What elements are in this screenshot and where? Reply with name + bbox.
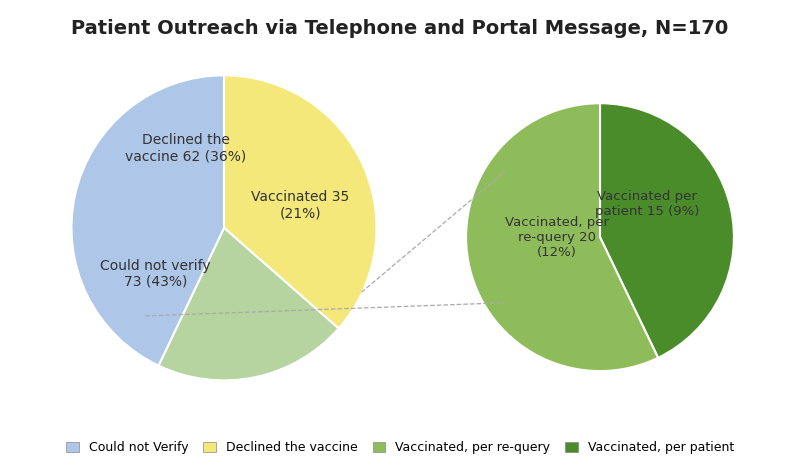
Text: Could not verify
73 (43%): Could not verify 73 (43%)	[100, 259, 210, 289]
Wedge shape	[600, 103, 734, 358]
Text: Vaccinated 35
(21%): Vaccinated 35 (21%)	[251, 190, 350, 220]
Text: Vaccinated per
patient 15 (9%): Vaccinated per patient 15 (9%)	[594, 190, 699, 218]
Wedge shape	[224, 75, 377, 328]
Wedge shape	[71, 75, 224, 365]
Text: Vaccinated, per
re-query 20
(12%): Vaccinated, per re-query 20 (12%)	[505, 216, 609, 259]
Wedge shape	[466, 103, 658, 371]
Text: Declined the
vaccine 62 (36%): Declined the vaccine 62 (36%)	[126, 133, 246, 164]
Text: Patient Outreach via Telephone and Portal Message, N=170: Patient Outreach via Telephone and Porta…	[71, 19, 729, 38]
Legend: Could not Verify, Declined the vaccine, Vaccinated, per re-query, Vaccinated, pe: Could not Verify, Declined the vaccine, …	[66, 441, 734, 454]
Wedge shape	[158, 228, 338, 380]
